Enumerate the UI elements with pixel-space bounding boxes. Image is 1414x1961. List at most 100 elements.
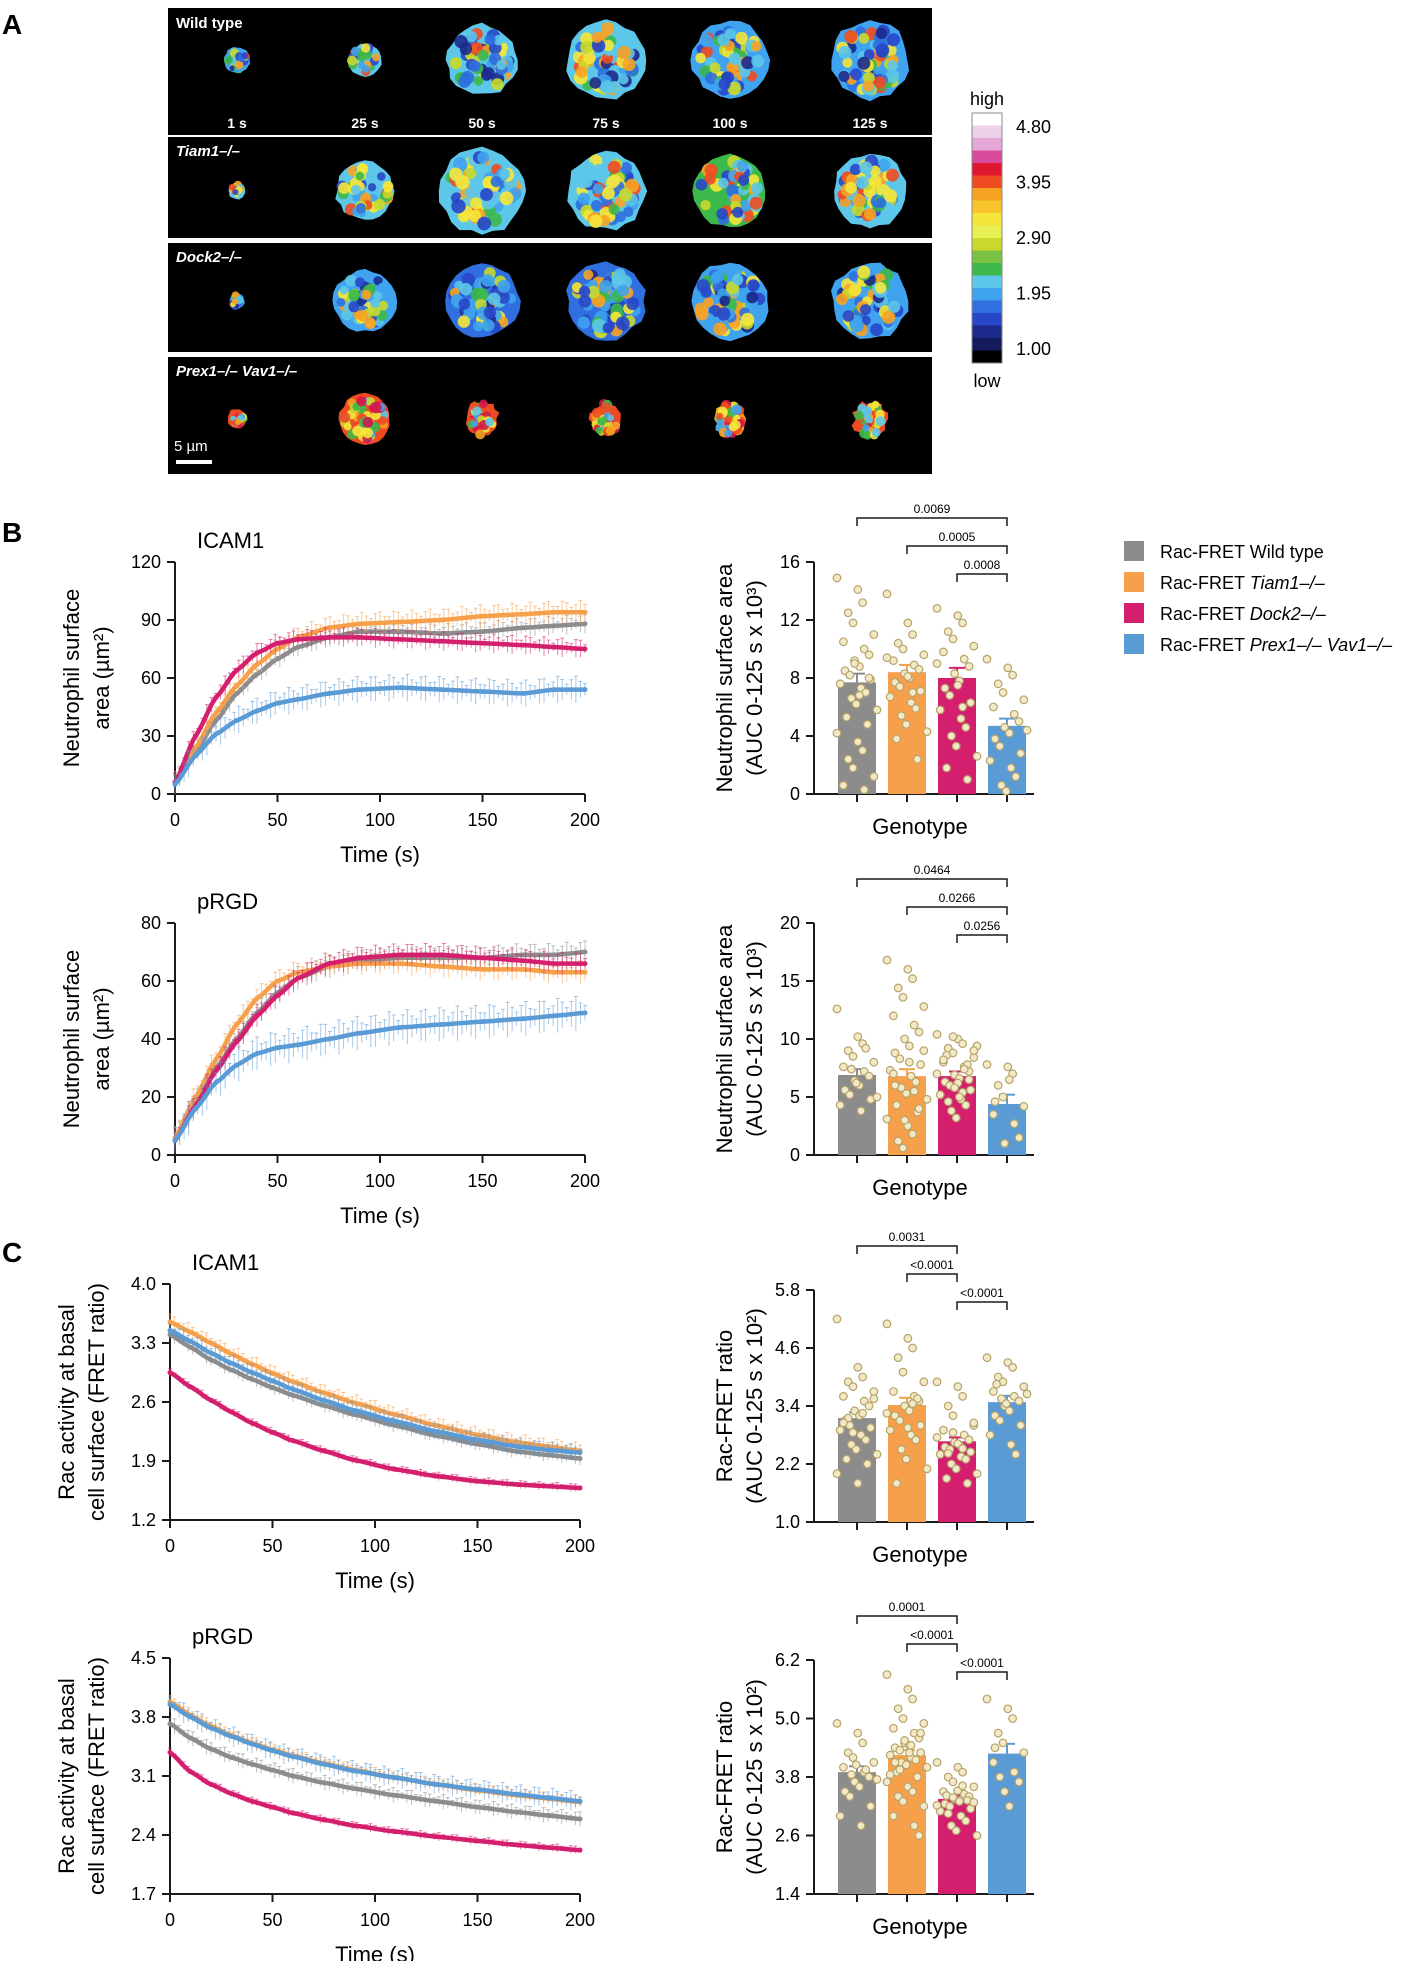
data-point bbox=[398, 636, 403, 642]
data-point bbox=[869, 1394, 879, 1404]
series-line bbox=[169, 1328, 581, 1455]
cell-texture-dot bbox=[618, 74, 629, 85]
cell-texture-dot bbox=[592, 163, 606, 178]
data-point bbox=[439, 1022, 444, 1027]
cell-texture-dot bbox=[849, 163, 862, 176]
data-point bbox=[357, 955, 362, 961]
data-point bbox=[914, 664, 924, 674]
data-point bbox=[577, 1816, 583, 1822]
y-tick-label: 1.0 bbox=[775, 1512, 800, 1532]
cell-image bbox=[332, 268, 398, 332]
cell-texture-dot bbox=[605, 426, 616, 436]
cell-texture-dot bbox=[454, 35, 468, 49]
y-tick-label: 1.4 bbox=[775, 1884, 800, 1904]
data-point bbox=[551, 623, 557, 629]
cell-texture-dot bbox=[485, 417, 494, 427]
y-tick-label: 0 bbox=[790, 784, 800, 804]
data-point bbox=[982, 654, 992, 664]
y-tick-label: 15 bbox=[780, 971, 800, 991]
cell-texture-dot bbox=[338, 182, 350, 195]
cell-texture-dot bbox=[874, 282, 887, 294]
data-point bbox=[953, 680, 963, 690]
p-value-label: 0.0005 bbox=[939, 530, 976, 544]
data-point bbox=[869, 772, 879, 781]
data-point bbox=[885, 1750, 895, 1760]
data-point bbox=[863, 720, 872, 729]
data-point bbox=[864, 1401, 874, 1411]
data-point bbox=[521, 690, 526, 696]
data-point bbox=[188, 1384, 193, 1390]
data-point bbox=[582, 646, 588, 652]
data-point bbox=[254, 650, 260, 656]
data-point bbox=[914, 1104, 924, 1113]
data-point bbox=[577, 1455, 583, 1461]
cell-texture-dot bbox=[864, 208, 877, 221]
data-point bbox=[853, 1032, 863, 1042]
cell-texture-dot bbox=[352, 425, 363, 437]
data-point bbox=[943, 1448, 953, 1458]
data-point bbox=[475, 1804, 480, 1810]
cell-texture-dot bbox=[592, 183, 604, 195]
data-point bbox=[577, 1847, 583, 1853]
series-line bbox=[168, 1721, 581, 1822]
cell-texture-dot bbox=[751, 182, 763, 195]
cell-texture-dot bbox=[870, 323, 883, 337]
data-point bbox=[352, 1407, 357, 1413]
colorbar-frame bbox=[971, 112, 1003, 364]
data-point bbox=[959, 1064, 969, 1074]
x-tick-label: 200 bbox=[565, 1910, 595, 1930]
data-point bbox=[290, 1773, 296, 1779]
data-point bbox=[889, 1011, 898, 1021]
y-tick-label: 0 bbox=[790, 1145, 800, 1165]
legend-swatch bbox=[1124, 634, 1144, 654]
cell-texture-dot bbox=[362, 416, 374, 428]
data-point bbox=[839, 780, 848, 790]
image-row-background bbox=[168, 8, 932, 136]
cell-texture-dot bbox=[620, 162, 632, 174]
cell-texture-dot bbox=[480, 188, 493, 201]
cell-texture-dot bbox=[710, 273, 721, 284]
data-point bbox=[972, 1469, 982, 1479]
x-tick-label: 200 bbox=[570, 1171, 600, 1191]
data-point bbox=[985, 1430, 995, 1440]
data-point bbox=[911, 704, 921, 713]
cell-texture-dot bbox=[615, 316, 630, 331]
data-point bbox=[1006, 1440, 1016, 1450]
data-point bbox=[919, 650, 929, 660]
data-point bbox=[882, 955, 892, 965]
cell-texture-dot bbox=[741, 56, 755, 70]
data-point bbox=[897, 1445, 906, 1454]
y-tick-label: 5.0 bbox=[775, 1709, 800, 1729]
data-point bbox=[551, 1013, 557, 1019]
data-point bbox=[521, 642, 526, 648]
data-point bbox=[188, 1344, 193, 1350]
data-point bbox=[922, 1464, 932, 1474]
cell-texture-dot bbox=[595, 426, 603, 434]
cell-image bbox=[227, 409, 248, 429]
x-axis-label: Time (s) bbox=[335, 1942, 415, 1961]
data-point bbox=[393, 1829, 398, 1835]
cell-texture-dot bbox=[339, 285, 349, 295]
data-point bbox=[832, 728, 842, 738]
colorbar-tick-label: 1.95 bbox=[1016, 284, 1051, 304]
bar bbox=[938, 678, 976, 794]
data-point bbox=[213, 710, 219, 716]
y-tick-label: 10 bbox=[780, 1029, 800, 1049]
x-axis-label: Time (s) bbox=[335, 1568, 415, 1593]
x-tick-label: 100 bbox=[360, 1536, 390, 1556]
data-point bbox=[516, 1792, 521, 1798]
cell-texture-dot bbox=[496, 60, 507, 70]
cell-texture-dot bbox=[716, 412, 724, 420]
data-point bbox=[916, 1748, 925, 1758]
y-axis-label-line: (AUC 0-125 s x 10³) bbox=[742, 580, 767, 776]
data-point bbox=[229, 1367, 234, 1373]
x-axis-label: Genotype bbox=[872, 1175, 967, 1200]
data-point bbox=[932, 1377, 942, 1387]
cell-texture-dot bbox=[372, 290, 383, 301]
cell-texture-dot bbox=[709, 62, 721, 74]
data-point bbox=[901, 1760, 911, 1770]
cell-image bbox=[834, 153, 907, 229]
data-point bbox=[851, 699, 861, 709]
data-point bbox=[835, 1425, 845, 1435]
